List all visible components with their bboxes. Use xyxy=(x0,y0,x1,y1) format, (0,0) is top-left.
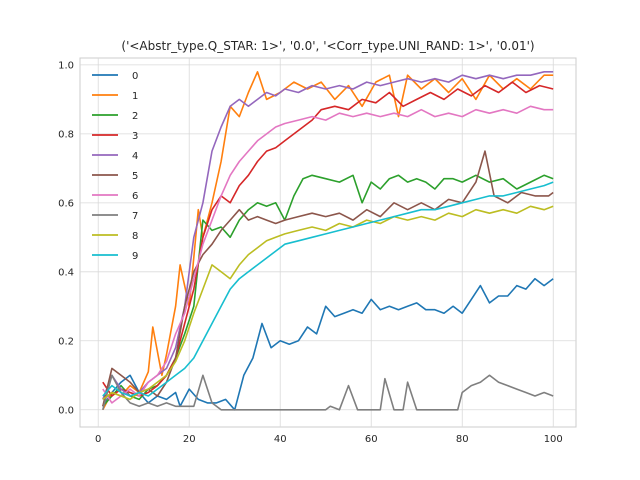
legend-label-6: 6 xyxy=(132,191,138,202)
series-line-5 xyxy=(102,150,554,407)
series-line-9 xyxy=(102,181,554,397)
x-tick-label: 40 xyxy=(274,434,287,445)
x-tick-label: 0 xyxy=(95,434,101,445)
y-tick-label: 0.8 xyxy=(58,129,74,140)
series-line-0 xyxy=(102,277,554,411)
y-tick-label: 0.2 xyxy=(58,336,74,347)
legend-label-2: 2 xyxy=(132,111,138,122)
legend-label-7: 7 xyxy=(132,211,138,222)
legend-label-0: 0 xyxy=(132,71,138,82)
x-tick-label: 80 xyxy=(456,434,469,445)
x-tick-label: 60 xyxy=(365,434,378,445)
legend-label-8: 8 xyxy=(132,231,138,242)
plot-frame xyxy=(79,57,577,428)
legend-label-9: 9 xyxy=(132,251,138,262)
legend-label-1: 1 xyxy=(132,91,138,102)
series-lines xyxy=(102,71,554,411)
legend-label-5: 5 xyxy=(132,171,138,182)
chart-title: ('<Abstr_type.Q_STAR: 1>', '0.0', '<Corr… xyxy=(121,39,534,53)
legend-label-4: 4 xyxy=(132,151,138,162)
series-line-8 xyxy=(102,205,554,401)
grid xyxy=(80,58,576,427)
legend: 0 1 2 3 4 5 6 7 8 9 xyxy=(92,71,138,262)
x-tick-label: 20 xyxy=(183,434,196,445)
series-line-4 xyxy=(102,71,554,400)
y-tick-label: 1.0 xyxy=(58,60,74,71)
y-tick-label: 0.4 xyxy=(58,267,74,278)
plot-area xyxy=(79,57,577,428)
series-line-7 xyxy=(102,374,554,411)
x-tick-label: 100 xyxy=(544,434,563,445)
legend-label-3: 3 xyxy=(132,131,138,142)
series-line-6 xyxy=(102,105,554,404)
y-tick-label: 0.0 xyxy=(58,405,74,416)
y-tick-label: 0.6 xyxy=(58,198,74,209)
